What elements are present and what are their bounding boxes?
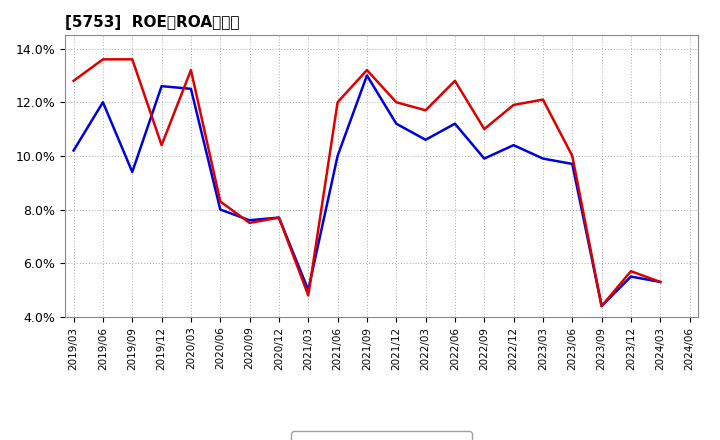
ROE [99, 57, 107, 62]
ROE [157, 143, 166, 148]
ROE [626, 268, 635, 274]
ROE [392, 99, 400, 105]
ROE [480, 126, 489, 132]
ROA [186, 86, 195, 92]
ROA [421, 137, 430, 143]
ROE [246, 220, 254, 226]
ROA [216, 207, 225, 212]
ROE [421, 108, 430, 113]
Text: [5753]  ROE、ROAの推移: [5753] ROE、ROAの推移 [65, 15, 239, 30]
ROE [128, 57, 137, 62]
ROE [451, 78, 459, 84]
ROE [304, 293, 312, 298]
Line: ROE: ROE [73, 59, 660, 306]
ROA [157, 84, 166, 89]
ROE [274, 215, 283, 220]
ROA [392, 121, 400, 126]
ROA [246, 218, 254, 223]
ROA [539, 156, 547, 161]
ROE [216, 199, 225, 204]
ROE [509, 102, 518, 107]
ROA [568, 161, 577, 167]
ROA [128, 169, 137, 175]
ROE [363, 67, 372, 73]
ROE [69, 78, 78, 84]
ROE [186, 67, 195, 73]
ROA [99, 99, 107, 105]
ROA [451, 121, 459, 126]
ROA [304, 287, 312, 293]
ROA [274, 215, 283, 220]
ROA [333, 153, 342, 158]
ROA [363, 73, 372, 78]
ROE [656, 279, 665, 285]
Line: ROA: ROA [73, 75, 660, 306]
ROA [69, 148, 78, 153]
Legend: ROE, ROA: ROE, ROA [291, 431, 472, 440]
ROE [333, 99, 342, 105]
ROE [568, 153, 577, 158]
ROA [480, 156, 489, 161]
ROA [509, 143, 518, 148]
ROA [656, 279, 665, 285]
ROA [598, 304, 606, 309]
ROE [598, 304, 606, 309]
ROE [539, 97, 547, 102]
ROA [626, 274, 635, 279]
